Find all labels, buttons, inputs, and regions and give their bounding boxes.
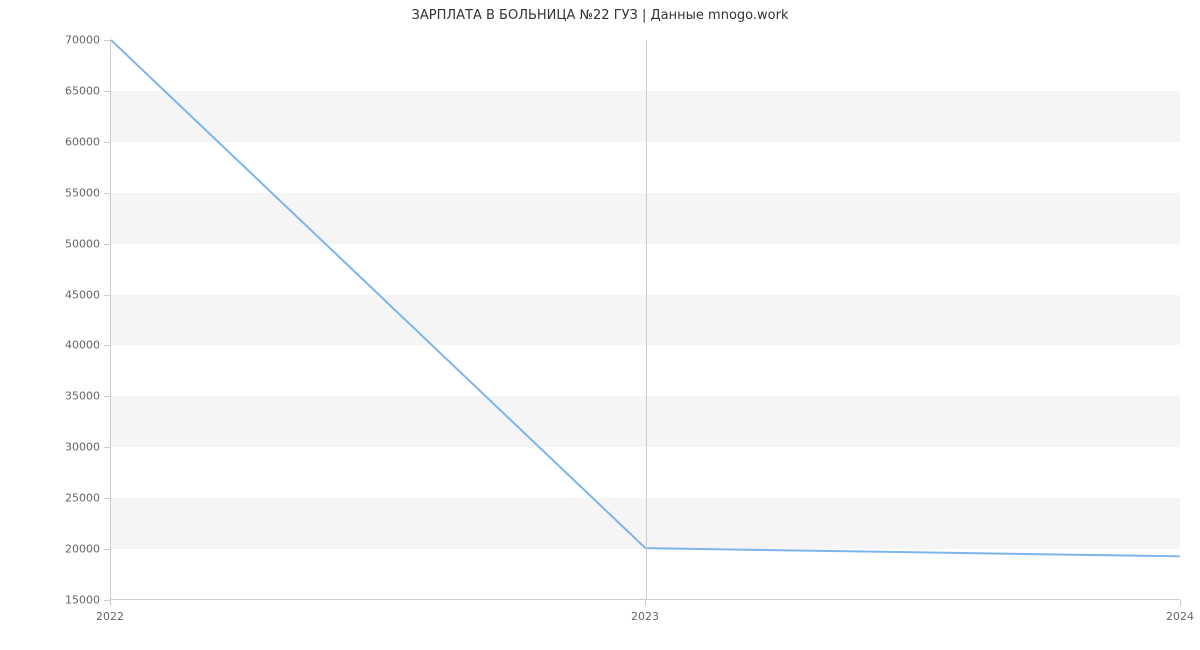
y-tick-label: 40000	[40, 339, 100, 352]
y-tick-label: 20000	[40, 543, 100, 556]
x-tick-label: 2023	[631, 610, 659, 623]
plot-area	[110, 40, 1180, 600]
salary-line-chart: ЗАРПЛАТА В БОЛЬНИЦА №22 ГУЗ | Данные mno…	[0, 0, 1200, 650]
y-tick-label: 15000	[40, 594, 100, 607]
y-tick-mark	[104, 498, 110, 499]
y-tick-label: 60000	[40, 135, 100, 148]
chart-title: ЗАРПЛАТА В БОЛЬНИЦА №22 ГУЗ | Данные mno…	[0, 8, 1200, 23]
x-tick-label: 2022	[96, 610, 124, 623]
y-tick-mark	[104, 244, 110, 245]
y-tick-label: 50000	[40, 237, 100, 250]
y-tick-mark	[104, 396, 110, 397]
y-tick-label: 25000	[40, 492, 100, 505]
y-tick-mark	[104, 142, 110, 143]
x-gridline	[646, 40, 647, 599]
y-tick-label: 65000	[40, 84, 100, 97]
y-tick-label: 55000	[40, 186, 100, 199]
y-tick-label: 35000	[40, 390, 100, 403]
y-tick-label: 45000	[40, 288, 100, 301]
x-tick-label: 2024	[1166, 610, 1194, 623]
y-tick-mark	[104, 40, 110, 41]
y-tick-mark	[104, 447, 110, 448]
y-tick-mark	[104, 91, 110, 92]
y-tick-label: 30000	[40, 441, 100, 454]
y-tick-mark	[104, 549, 110, 550]
y-tick-mark	[104, 295, 110, 296]
x-tick-mark	[110, 600, 111, 606]
y-tick-mark	[104, 193, 110, 194]
x-tick-mark	[645, 600, 646, 606]
y-tick-mark	[104, 345, 110, 346]
x-tick-mark	[1180, 600, 1181, 606]
y-tick-label: 70000	[40, 34, 100, 47]
